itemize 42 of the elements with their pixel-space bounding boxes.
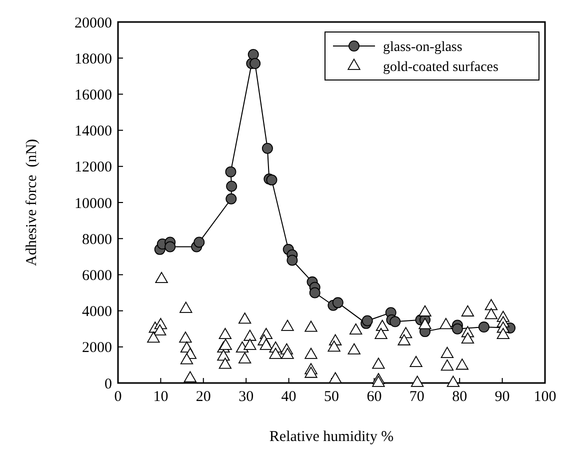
- y-tick-label: 14000: [74, 124, 112, 140]
- point: [332, 297, 344, 308]
- y-tick-label: 2000: [82, 340, 112, 356]
- y-tick-label: 10000: [74, 196, 112, 212]
- point: [194, 236, 205, 248]
- point: [262, 142, 273, 154]
- point: [286, 254, 298, 266]
- x-tick-label: 40: [281, 389, 296, 405]
- y-tick-label: 12000: [74, 160, 112, 176]
- point: [266, 174, 278, 186]
- x-tick-label: 0: [114, 389, 122, 405]
- x-tick-label: 80: [452, 389, 468, 405]
- point: [390, 316, 401, 328]
- x-tick-label: 10: [153, 389, 168, 405]
- y-tick-label: 0: [104, 376, 112, 392]
- x-axis-title: Relative humidity %: [269, 429, 394, 445]
- y-tick-label: 18000: [74, 51, 112, 68]
- x-tick-label: 20: [196, 389, 211, 405]
- point: [164, 241, 176, 252]
- point: [248, 49, 259, 60]
- x-tick-label: 50: [324, 389, 339, 405]
- point: [226, 180, 238, 192]
- y-tick-label: 16000: [74, 87, 112, 104]
- legend-label: glass-on-glass: [383, 40, 462, 55]
- y-tick-label: 20000: [74, 15, 112, 32]
- x-tick-label: 30: [238, 389, 254, 405]
- point: [309, 287, 320, 298]
- point: [250, 58, 261, 69]
- point: [452, 323, 463, 334]
- y-tick-label: 6000: [82, 268, 112, 284]
- legend-label: gold-coated surfaces: [383, 60, 498, 75]
- point: [478, 322, 490, 333]
- x-tick-label: 100: [534, 389, 556, 405]
- y-axis-title: Adhesive force (nN): [24, 138, 40, 266]
- x-tick-label: 60: [366, 389, 382, 405]
- point: [226, 193, 237, 204]
- x-tick-label: 70: [409, 389, 424, 405]
- y-tick-label: 4000: [82, 304, 112, 320]
- y-tick-label: 8000: [82, 232, 112, 248]
- point: [362, 315, 373, 326]
- x-tick-label: 90: [494, 389, 510, 405]
- point: [225, 166, 236, 178]
